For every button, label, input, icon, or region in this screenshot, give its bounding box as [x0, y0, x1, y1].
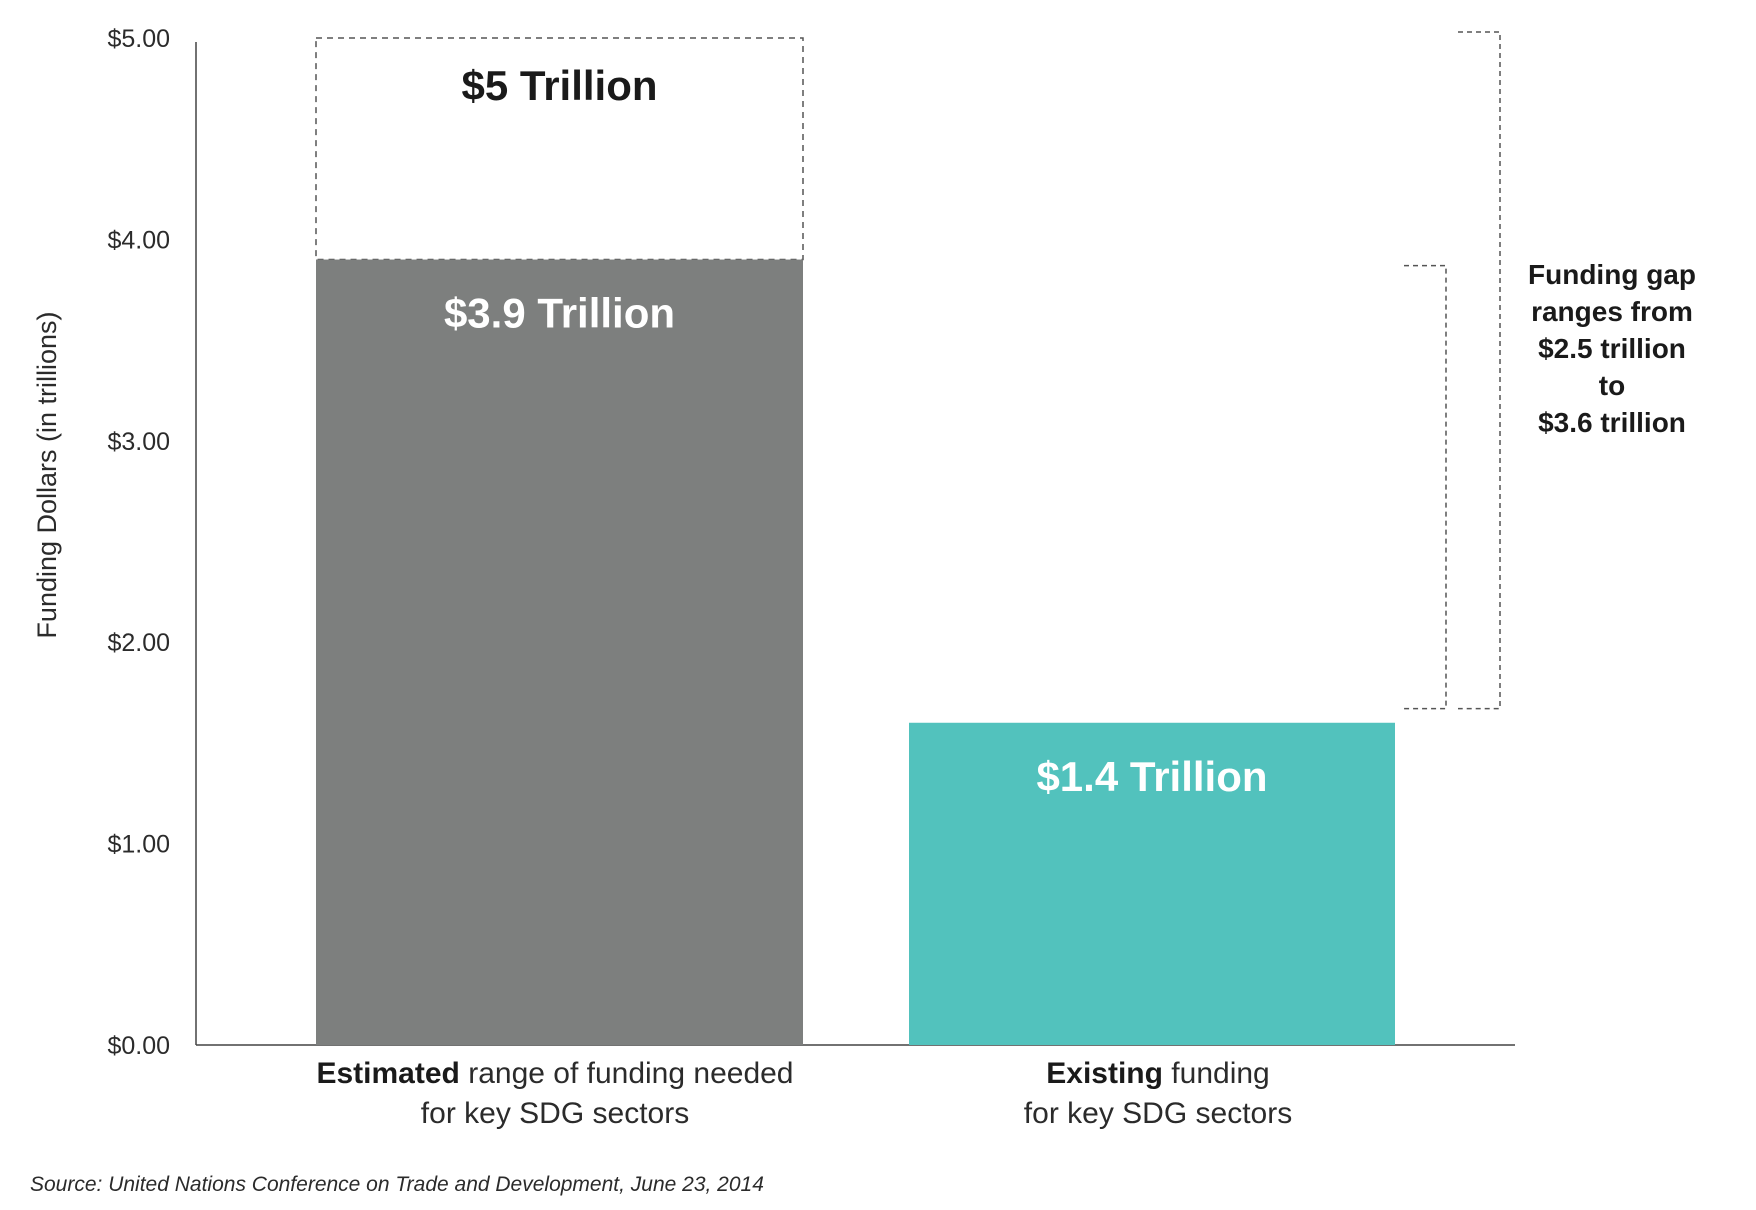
gap-text-line: $2.5 trillion — [1538, 333, 1686, 364]
y-tick-label: $1.00 — [107, 831, 170, 859]
category-label-estimated: Estimated range of funding needed for ke… — [295, 1054, 815, 1134]
gap-text-line: $3.6 trillion — [1538, 407, 1686, 438]
category-line2: for key SDG sectors — [1023, 1097, 1293, 1130]
y-tick-label: $2.00 — [107, 629, 170, 657]
category-bold: Estimated — [316, 1057, 460, 1090]
y-tick-label: $5.00 — [107, 25, 170, 53]
funding-gap-annotation: Funding gap ranges from $2.5 trillion to $3.… — [1404, 31, 1696, 710]
category-line2: for key SDG sectors — [420, 1097, 690, 1130]
bar-range-outline — [315, 37, 804, 261]
gap-bracket-outer — [1458, 31, 1501, 710]
category-rest: range of funding needed — [459, 1057, 794, 1090]
gap-bracket-inner — [1404, 264, 1447, 710]
bars: $5 Trillion $3.9 Trillion $1.4 Trillion — [315, 37, 1395, 1045]
y-tick-label: $0.00 — [107, 1032, 170, 1060]
category-bold: Existing — [1046, 1057, 1163, 1090]
bar — [909, 722, 1395, 1045]
y-tick-label: $3.00 — [107, 428, 170, 456]
category-rest: funding — [1162, 1057, 1270, 1090]
bar — [316, 259, 803, 1045]
category-label-existing: Existing funding for key SDG sectors — [908, 1054, 1408, 1134]
gap-text-line: ranges from — [1531, 296, 1693, 327]
y-tick-label: $4.00 — [107, 226, 170, 254]
gap-text-line: Funding gap — [1528, 259, 1696, 290]
bar-range-label: $5 Trillion — [461, 62, 657, 109]
y-axis-label: Funding Dollars (in trillions) — [32, 311, 62, 638]
gap-text-line: to — [1599, 370, 1625, 401]
source-note: Source: United Nations Conference on Tra… — [30, 1173, 764, 1196]
bar-value-label: $1.4 Trillion — [1036, 753, 1267, 800]
bar-value-label: $3.9 Trillion — [444, 290, 675, 337]
